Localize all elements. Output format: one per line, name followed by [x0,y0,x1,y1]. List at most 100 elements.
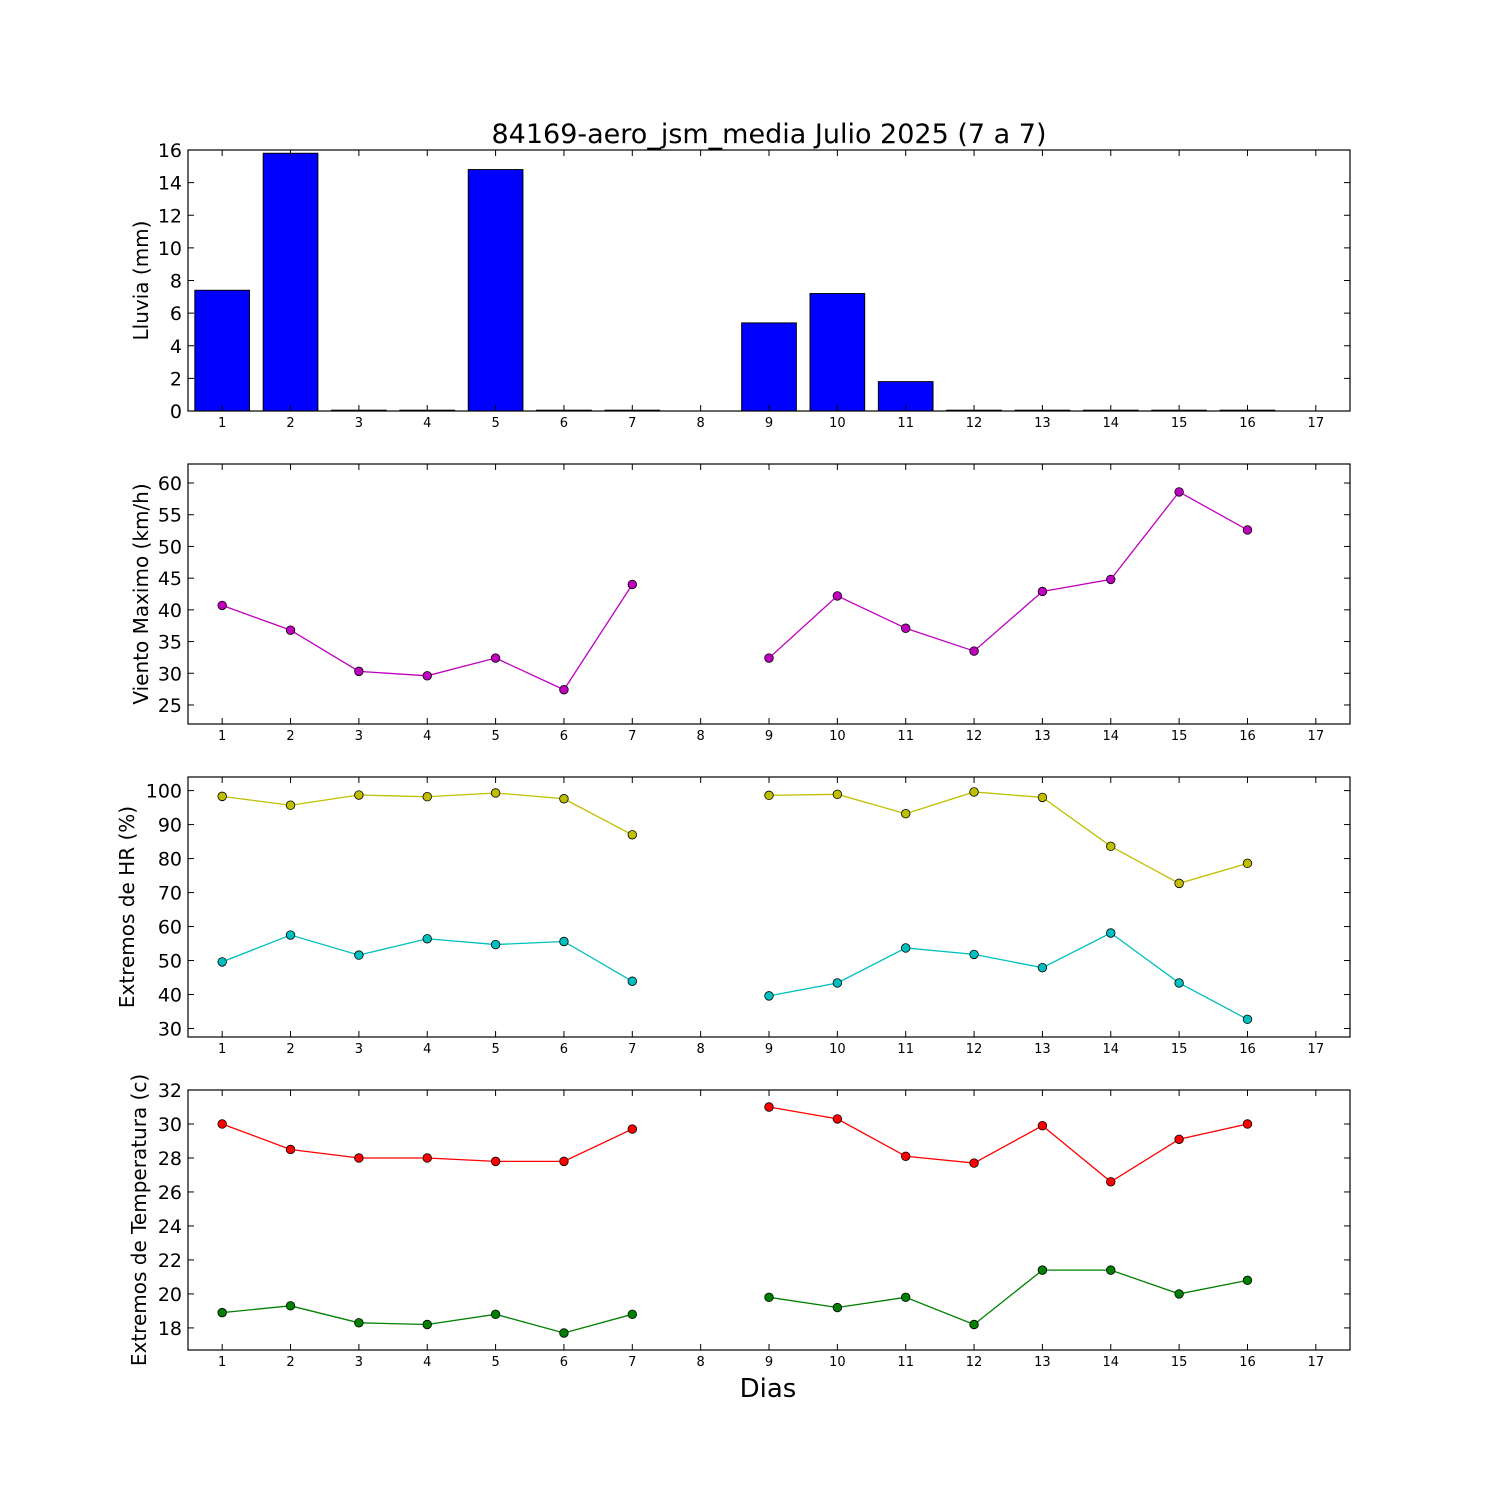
rain-y-tick-label: 2 [170,368,182,390]
wind-x-tick-label: 17 [1308,729,1325,744]
rain-x-tick-label: 8 [697,416,705,431]
rain-y-tick-label: 8 [170,271,182,293]
humidity-series [217,787,1253,1025]
wind-y-tick-label: 40 [158,600,182,622]
rain-x-tick-label: 12 [966,416,983,431]
temperature-data-point [1242,1275,1253,1286]
wind-x-tick-label: 16 [1239,729,1256,744]
temperature-data-point [901,1151,911,1161]
wind-data-point [901,623,911,633]
humidity-series-line [768,932,1248,1020]
wind-x-ticks: 1 2 3 4 5 6 7 8 9 10 11 12 13 14 15 16 17 [218,464,1324,744]
temperature-data-point [1037,1265,1048,1275]
wind-data-point [354,666,364,677]
wind-data-point [217,600,227,611]
temperature-data-point [764,1292,774,1303]
temperature-data-point [490,1309,501,1320]
temperature-series [217,1102,1253,1338]
wind-x-tick-label: 12 [966,729,983,744]
humidity-data-point [901,809,911,819]
wind-data-point [285,625,296,635]
temperature-y-tick-label: 32 [158,1080,182,1102]
humidity-x-tick-label: 15 [1171,1042,1188,1057]
temperature-data-point [1242,1119,1253,1129]
humidity-data-point [1174,978,1184,988]
wind-data-point [969,646,979,656]
wind-data-point [832,591,843,601]
temperature-data-point [217,1119,227,1129]
humidity-data-point [764,991,774,1001]
wind-x-tick-label: 9 [765,729,773,744]
temperature-data-point [559,1156,569,1167]
rain-x-tick-label: 13 [1034,416,1051,431]
temperature-y-axis-label: Extremos de Temperatura (c) [127,1074,151,1366]
rain-x-tick-label: 7 [628,416,636,431]
wind-x-tick-label: 8 [697,729,705,744]
wind-x-tick-label: 7 [628,729,636,744]
humidity-x-ticks: 1 2 3 4 5 6 7 8 9 10 11 12 13 14 15 16 17 [218,777,1324,1057]
temperature-data-point [627,1124,637,1134]
rain-y-tick-label: 4 [170,336,182,358]
humidity-data-point [422,934,432,944]
rain-y-tick-label: 0 [170,401,182,423]
humidity-data-point [969,949,979,960]
temperature-series-line [768,1106,1248,1183]
temperature-x-tick-label: 15 [1171,1355,1188,1370]
humidity-panel: 1 2 3 4 5 6 7 8 9 10 11 12 13 14 15 16 17 30405060708090… [115,776,1351,1057]
wind-y-axis-label: Viento Maximo (km/h) [129,483,153,704]
wind-x-tick-label: 6 [560,729,568,744]
humidity-x-tick-label: 6 [560,1042,568,1057]
humidity-data-point [217,791,227,802]
humidity-y-tick-label: 40 [158,985,182,1007]
rain-bars [194,152,1276,412]
humidity-x-tick-label: 16 [1239,1042,1256,1057]
wind-panel: 1 2 3 4 5 6 7 8 9 10 11 12 13 14 15 16 17 25303540455055… [129,463,1351,744]
temperature-x-tick-label: 14 [1102,1355,1119,1370]
humidity-data-point [354,790,364,800]
temperature-y-tick-label: 28 [158,1148,182,1170]
temperature-x-tick-label: 7 [628,1355,636,1370]
temperature-data-point [285,1144,296,1155]
temperature-y-ticks: 18 20 22 24 26 28 30 32 [158,1080,1350,1340]
rain-x-tick-label: 3 [355,416,363,431]
temperature-data-point [969,1319,979,1330]
wind-x-tick-label: 11 [897,729,914,744]
wind-data-point [1174,487,1184,497]
temperature-x-tick-label: 2 [286,1355,294,1370]
wind-y-ticks: 25 30 35 40 45 50 55 60 [158,473,1350,717]
humidity-data-point [559,936,569,947]
rain-y-tick-label: 6 [170,303,182,325]
rain-x-tick-label: 11 [897,416,914,431]
humidity-data-point [627,830,637,840]
temperature-data-point [1174,1134,1184,1144]
rain-bar [809,293,866,412]
humidity-y-tick-label: 30 [158,1019,182,1041]
temperature-x-tick-label: 5 [491,1355,499,1370]
humidity-x-tick-label: 5 [491,1042,499,1057]
rain-x-ticks: 1 2 3 4 5 6 7 8 9 10 11 12 13 14 15 16 17 [218,150,1324,431]
humidity-y-tick-label: 90 [158,815,182,837]
humidity-x-tick-label: 14 [1102,1042,1119,1057]
humidity-x-tick-label: 17 [1308,1042,1325,1057]
humidity-data-point [969,787,979,797]
humidity-data-point [832,789,843,800]
humidity-y-axis-label: Extremos de HR (%) [115,806,139,1008]
humidity-data-point [764,790,774,801]
temperature-x-tick-label: 16 [1239,1355,1256,1370]
wind-data-point [627,579,637,590]
wind-y-tick-label: 35 [158,632,182,654]
temperature-data-point [1174,1289,1184,1299]
wind-x-tick-label: 4 [423,729,431,744]
wind-y-tick-label: 50 [158,536,182,558]
chart-title: 84169-aero_jsm_media Julio 2025 (7 a 7) [492,119,1047,150]
wind-data-point [1106,574,1116,585]
humidity-data-point [1242,858,1253,869]
rain-y-ticks: 0 2 4 6 8 10 12 14 16 [158,140,1350,423]
wind-y-tick-label: 60 [158,473,182,495]
humidity-x-tick-label: 11 [897,1042,914,1057]
temperature-y-tick-label: 22 [158,1250,182,1272]
temperature-x-tick-label: 17 [1308,1355,1325,1370]
temperature-data-point [1106,1177,1116,1187]
temperature-data-point [627,1309,637,1320]
